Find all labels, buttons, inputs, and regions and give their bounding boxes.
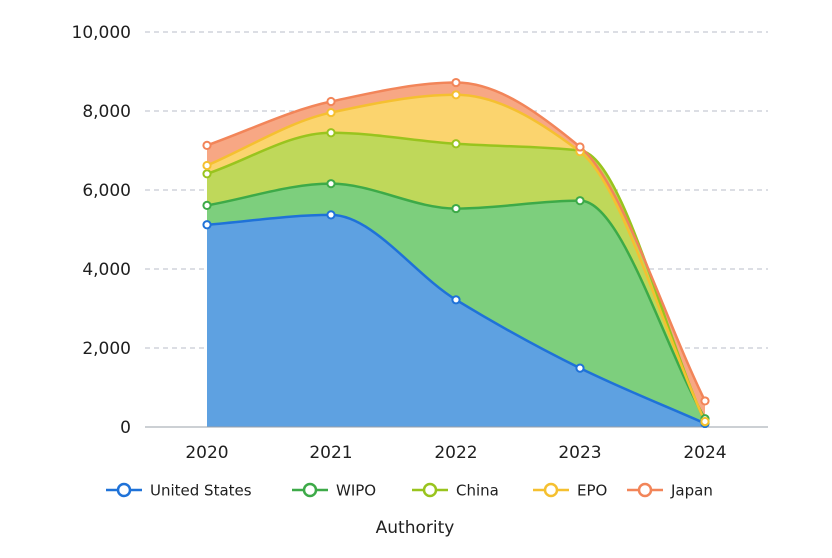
legend-item-wipo[interactable]: WIPO <box>292 482 376 500</box>
x-axis-title: Authority <box>376 518 455 538</box>
wipo-point[interactable] <box>452 205 459 212</box>
legend-label: United States <box>150 482 252 500</box>
y-tick-label: 0 <box>120 418 131 438</box>
united-states-point[interactable] <box>576 365 583 372</box>
legend-marker <box>545 484 557 496</box>
china-point[interactable] <box>203 170 210 177</box>
japan-point[interactable] <box>327 98 334 105</box>
y-tick-label: 6,000 <box>82 181 131 201</box>
legend-label: Japan <box>670 482 713 500</box>
y-tick-label: 8,000 <box>82 102 131 122</box>
legend-item-epo[interactable]: EPO <box>533 482 607 500</box>
legend-marker <box>424 484 436 496</box>
united-states-point[interactable] <box>452 296 459 303</box>
legend[interactable]: United States WIPO China EPO Japan <box>106 482 713 500</box>
x-tick-label: 2020 <box>185 443 228 463</box>
x-tick-label: 2024 <box>683 443 726 463</box>
united-states-point[interactable] <box>203 221 210 228</box>
china-point[interactable] <box>452 140 459 147</box>
y-tick-label: 2,000 <box>82 339 131 359</box>
wipo-point[interactable] <box>576 197 583 204</box>
y-tick-label: 10,000 <box>72 23 131 43</box>
x-tick-label: 2023 <box>558 443 601 463</box>
legend-label: WIPO <box>336 482 376 500</box>
y-tick-label: 4,000 <box>82 260 131 280</box>
japan-point[interactable] <box>452 79 459 86</box>
japan-point[interactable] <box>203 142 210 149</box>
wipo-point[interactable] <box>203 202 210 209</box>
legend-item-japan[interactable]: Japan <box>627 482 713 500</box>
united-states-point[interactable] <box>327 211 334 218</box>
japan-point[interactable] <box>576 143 583 150</box>
legend-label: EPO <box>577 482 607 500</box>
legend-item-china[interactable]: China <box>412 482 499 500</box>
legend-marker <box>639 484 651 496</box>
epo-point[interactable] <box>452 91 459 98</box>
stacked-area-chart: 0 2,000 4,000 6,000 8,000 10,000 2020 2021 2022 2… <box>0 0 832 558</box>
epo-point[interactable] <box>327 109 334 116</box>
wipo-point[interactable] <box>327 180 334 187</box>
legend-label: China <box>456 482 499 500</box>
epo-point[interactable] <box>701 418 708 425</box>
china-point[interactable] <box>327 129 334 136</box>
legend-item-united-states[interactable]: United States <box>106 482 252 500</box>
legend-marker <box>304 484 316 496</box>
japan-point[interactable] <box>701 397 708 404</box>
area-layers <box>207 83 705 427</box>
legend-marker <box>118 484 130 496</box>
x-tick-label: 2021 <box>309 443 352 463</box>
epo-point[interactable] <box>203 162 210 169</box>
x-tick-label: 2022 <box>434 443 477 463</box>
